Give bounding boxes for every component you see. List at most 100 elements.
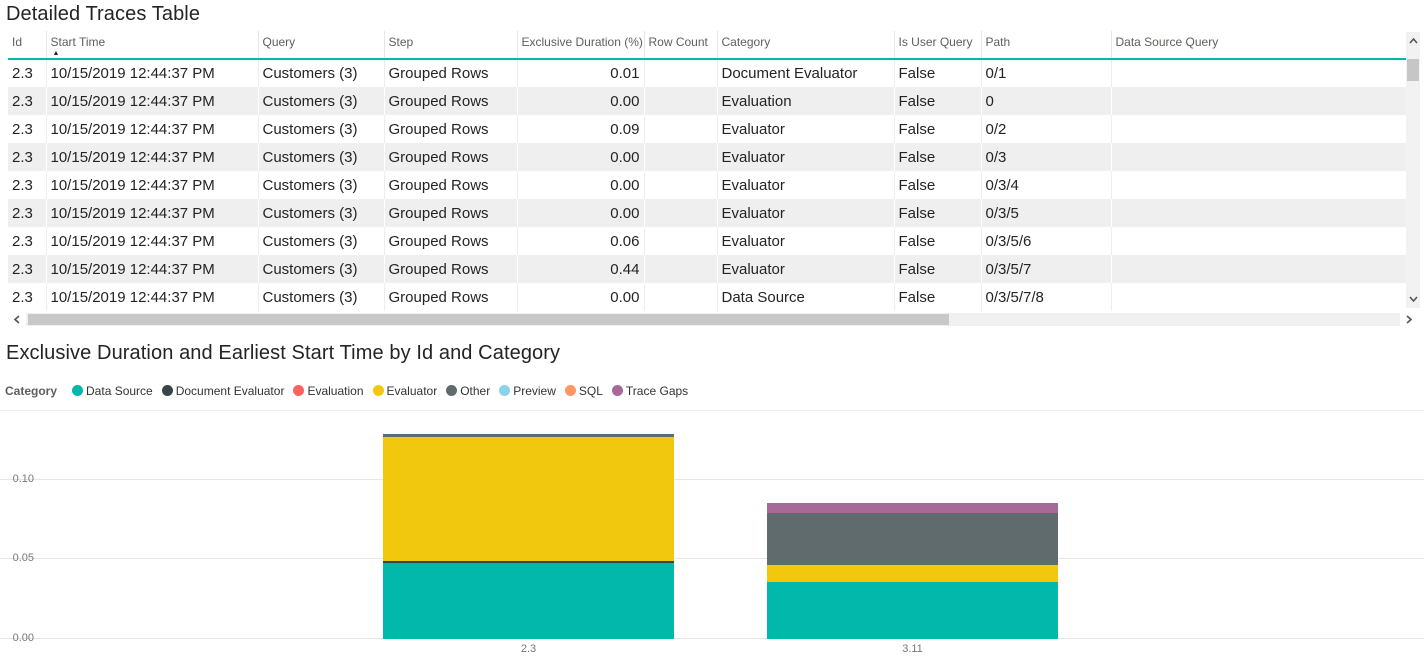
legend-item-document-evaluator[interactable]: Document Evaluator	[161, 384, 284, 398]
table-cell[interactable]: False	[894, 227, 982, 255]
table-cell[interactable]: Grouped Rows	[384, 115, 518, 143]
table-cell[interactable]: 0.44	[517, 255, 645, 283]
table-cell[interactable]: 10/15/2019 12:44:37 PM	[46, 59, 259, 87]
table-cell[interactable]	[644, 171, 718, 199]
bar-segment-evaluator[interactable]	[767, 565, 1058, 582]
table-cell[interactable]: Grouped Rows	[384, 143, 518, 171]
table-cell[interactable]	[1111, 199, 1406, 227]
table-cell[interactable]: 2.3	[8, 143, 47, 171]
table-cell[interactable]	[644, 115, 718, 143]
table-cell[interactable]: 2.3	[8, 87, 47, 115]
bar-segment-data-source[interactable]	[383, 563, 674, 639]
legend-item-evaluator[interactable]: Evaluator	[372, 384, 437, 398]
table-cell[interactable]	[644, 59, 718, 87]
table-cell[interactable]: 0/1	[981, 59, 1112, 87]
table-cell[interactable]: Data Source	[717, 283, 895, 311]
table-cell[interactable]: 10/15/2019 12:44:37 PM	[46, 143, 259, 171]
table-cell[interactable]: Customers (3)	[258, 283, 385, 311]
table-cell[interactable]: 0/3	[981, 143, 1112, 171]
table-cell[interactable]: 10/15/2019 12:44:37 PM	[46, 227, 259, 255]
table-cell[interactable]	[1111, 115, 1406, 143]
table-cell[interactable]: 0.00	[517, 283, 645, 311]
table-cell[interactable]: 2.3	[8, 283, 47, 311]
legend-item-other[interactable]: Other	[446, 384, 490, 398]
table-cell[interactable]: Customers (3)	[258, 171, 385, 199]
bar-segment-document-evaluator[interactable]	[383, 561, 674, 563]
table-cell[interactable]: 0.01	[517, 59, 645, 87]
table-cell[interactable]: Customers (3)	[258, 227, 385, 255]
table-cell[interactable]	[644, 143, 718, 171]
table-vertical-scrollbar[interactable]	[1406, 32, 1420, 308]
table-cell[interactable]	[644, 283, 718, 311]
scroll-left-icon[interactable]	[8, 313, 26, 326]
table-row[interactable]: 2.3 10/15/2019 12:44:37 PM Customers (3) Gr…	[8, 87, 1406, 115]
table-cell[interactable]: Grouped Rows	[384, 59, 518, 87]
table-cell[interactable]: Evaluator	[717, 115, 895, 143]
table-cell[interactable]: 0/3/5/7/8	[981, 283, 1112, 311]
bar-segment-other[interactable]	[767, 513, 1058, 565]
horizontal-scroll-track[interactable]	[26, 313, 1400, 326]
table-cell[interactable]: 0/3/5/7	[981, 255, 1112, 283]
table-cell[interactable]: Evaluator	[717, 255, 895, 283]
bar-segment-evaluator[interactable]	[383, 437, 674, 561]
table-row[interactable]: 2.3 10/15/2019 12:44:37 PM Customers (3) Gr…	[8, 171, 1406, 199]
table-cell[interactable]	[1111, 87, 1406, 115]
table-cell[interactable]: 10/15/2019 12:44:37 PM	[46, 283, 259, 311]
table-cell[interactable]: False	[894, 143, 982, 171]
table-row[interactable]: 2.3 10/15/2019 12:44:37 PM Customers (3) Gr…	[8, 143, 1406, 171]
table-horizontal-scrollbar[interactable]	[8, 313, 1418, 326]
table-cell[interactable]: 0.09	[517, 115, 645, 143]
table-cell[interactable]: 2.3	[8, 227, 47, 255]
table-cell[interactable]: 2.3	[8, 255, 47, 283]
table-cell[interactable]: Grouped Rows	[384, 171, 518, 199]
table-cell[interactable]: 0/2	[981, 115, 1112, 143]
table-cell[interactable]: 2.3	[8, 171, 47, 199]
table-cell[interactable]: 0.00	[517, 171, 645, 199]
column-header-exclusive-duration-[interactable]: Exclusive Duration (%)	[517, 31, 645, 59]
column-header-category[interactable]: Category	[717, 31, 895, 59]
legend-item-sql[interactable]: SQL	[564, 384, 603, 398]
table-cell[interactable]: 2.3	[8, 59, 47, 87]
table-row[interactable]: 2.3 10/15/2019 12:44:37 PM Customers (3) Gr…	[8, 59, 1406, 87]
table-cell[interactable]	[644, 255, 718, 283]
table-cell[interactable]: Customers (3)	[258, 115, 385, 143]
column-header-data-source-query[interactable]: Data Source Query	[1111, 31, 1406, 59]
table-cell[interactable]: False	[894, 171, 982, 199]
table-cell[interactable]	[1111, 143, 1406, 171]
scroll-up-icon[interactable]	[1406, 34, 1420, 48]
table-row[interactable]: 2.3 10/15/2019 12:44:37 PM Customers (3) Gr…	[8, 227, 1406, 255]
table-cell[interactable]: False	[894, 255, 982, 283]
table-cell[interactable]	[1111, 59, 1406, 87]
table-cell[interactable]: Grouped Rows	[384, 255, 518, 283]
vertical-scroll-thumb[interactable]	[1407, 59, 1419, 81]
table-cell[interactable]: 0	[981, 87, 1112, 115]
table-row[interactable]: 2.3 10/15/2019 12:44:37 PM Customers (3) Gr…	[8, 115, 1406, 143]
column-header-id[interactable]: Id	[8, 31, 47, 59]
table-cell[interactable]: 0.06	[517, 227, 645, 255]
table-cell[interactable]: False	[894, 283, 982, 311]
column-header-path[interactable]: Path	[981, 31, 1112, 59]
table-cell[interactable]	[644, 227, 718, 255]
table-cell[interactable]	[644, 87, 718, 115]
table-cell[interactable]: False	[894, 115, 982, 143]
table-cell[interactable]: False	[894, 87, 982, 115]
table-cell[interactable]: 2.3	[8, 199, 47, 227]
scroll-down-icon[interactable]	[1406, 292, 1420, 306]
column-header-is-user-query[interactable]: Is User Query	[894, 31, 982, 59]
table-cell[interactable]: Grouped Rows	[384, 283, 518, 311]
table-cell[interactable]: 0.00	[517, 143, 645, 171]
table-cell[interactable]: 0/3/5/6	[981, 227, 1112, 255]
table-cell[interactable]: Grouped Rows	[384, 199, 518, 227]
table-cell[interactable]	[1111, 255, 1406, 283]
table-cell[interactable]: False	[894, 199, 982, 227]
table-cell[interactable]: 10/15/2019 12:44:37 PM	[46, 255, 259, 283]
table-cell[interactable]: Grouped Rows	[384, 87, 518, 115]
table-cell[interactable]	[644, 199, 718, 227]
table-cell[interactable]: 0/3/5	[981, 199, 1112, 227]
table-cell[interactable]: False	[894, 59, 982, 87]
table-cell[interactable]: Evaluator	[717, 227, 895, 255]
scroll-right-icon[interactable]	[1400, 313, 1418, 326]
column-header-step[interactable]: Step	[384, 31, 518, 59]
bar-segment-other[interactable]	[383, 434, 674, 437]
table-cell[interactable]: Customers (3)	[258, 59, 385, 87]
